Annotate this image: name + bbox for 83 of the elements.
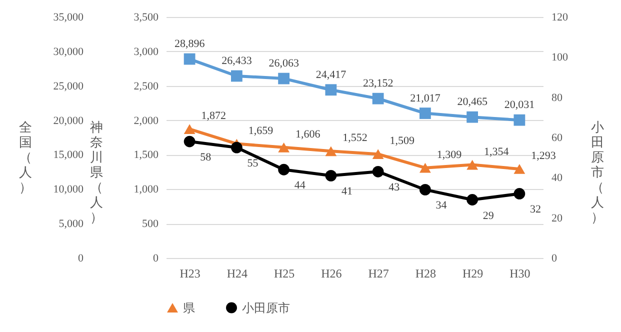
y3-tick-label: 35,000: [53, 12, 84, 24]
data-label: 20,031: [504, 99, 535, 112]
point: [278, 142, 290, 152]
data-label: 1,293: [531, 150, 556, 162]
point: [466, 194, 478, 206]
x-tick-label: H29: [462, 266, 484, 280]
x-tick-label: H25: [274, 266, 295, 280]
point: [514, 164, 526, 174]
point: [372, 149, 384, 160]
y3-tick-label: 5,000: [58, 218, 84, 230]
y2-tick-label: 100: [552, 52, 568, 64]
data-label: 26,433: [222, 54, 252, 67]
y3-tick-label: 25,000: [53, 80, 84, 92]
data-label: 41: [341, 186, 352, 198]
point: [278, 72, 290, 84]
x-tick-label: H24: [226, 266, 248, 280]
y2-tick-label: 80: [552, 92, 563, 104]
data-label: 1,309: [436, 148, 462, 161]
point: [514, 114, 526, 126]
data-label: 24,417: [316, 68, 347, 81]
y3-tick-label: 30,000: [53, 46, 84, 58]
point: [184, 124, 196, 134]
data-label: 21,017: [410, 92, 441, 104]
x-tick-label: H26: [321, 266, 342, 280]
point: [514, 188, 526, 200]
y2-tick-label: 120: [552, 12, 568, 24]
x-tick-label: H23: [180, 266, 200, 280]
data-label: 1,606: [295, 128, 321, 140]
data-label: 43: [388, 182, 400, 194]
data-label: 1,509: [390, 135, 415, 148]
y-tick-label: 1,500: [134, 149, 159, 162]
legend-label: 県: [183, 300, 195, 315]
data-label: 1,872: [201, 110, 226, 122]
y-axis-title: 神奈川県（人）: [90, 120, 103, 224]
data-label: 1,354: [484, 146, 510, 158]
y3-tick-label: 15,000: [53, 149, 84, 162]
y3-tick-label: 20,000: [53, 114, 84, 127]
y3-axis-title: 全国（人）: [19, 120, 32, 194]
point: [325, 170, 337, 182]
data-label: 1,659: [248, 124, 274, 137]
x-tick-label: H30: [510, 266, 530, 280]
data-label: 58: [200, 152, 212, 164]
y2-tick-label: 40: [552, 172, 563, 184]
y2-tick-label: 20: [552, 212, 563, 224]
point: [278, 164, 290, 176]
data-label: 32: [530, 204, 541, 216]
y2-tick-label: 60: [552, 132, 563, 144]
data-label: 26,063: [268, 58, 300, 70]
data-label: 20,465: [457, 96, 488, 108]
point: [419, 184, 431, 196]
y-tick-label: 2,000: [134, 114, 159, 127]
point: [466, 111, 478, 123]
data-label: 34: [436, 200, 448, 212]
legend-label: 小田原市: [242, 300, 290, 315]
y-tick-label: 3,000: [134, 46, 159, 58]
y-tick-label: 2,500: [134, 80, 159, 92]
point: [372, 166, 384, 178]
data-label: 55: [247, 158, 259, 170]
y3-tick-label: 10,000: [53, 184, 84, 196]
point: [466, 160, 478, 170]
point: [419, 108, 431, 119]
point: [184, 136, 196, 148]
y-tick-label: 1,000: [134, 184, 159, 196]
y3-tick-label: 0: [78, 252, 84, 264]
point: [230, 70, 242, 82]
data-label: 29: [482, 210, 494, 222]
point: [325, 84, 337, 96]
point: [372, 92, 384, 104]
data-label: 44: [294, 180, 306, 192]
point: [419, 162, 431, 173]
point: [230, 142, 242, 154]
data-label: 1,552: [342, 132, 368, 144]
y2-tick-label: 0: [552, 252, 558, 264]
y2-axis-title: 小田原市（人）: [591, 120, 604, 224]
data-label: 28,896: [174, 38, 206, 50]
point: [184, 53, 196, 65]
y-tick-label: 3,500: [134, 12, 159, 24]
data-label: 23,152: [362, 78, 394, 90]
x-tick-label: H27: [368, 266, 389, 280]
point: [325, 146, 337, 156]
y-tick-label: 500: [142, 218, 159, 230]
y-tick-label: 0: [153, 252, 159, 264]
x-tick-label: H28: [415, 266, 436, 280]
